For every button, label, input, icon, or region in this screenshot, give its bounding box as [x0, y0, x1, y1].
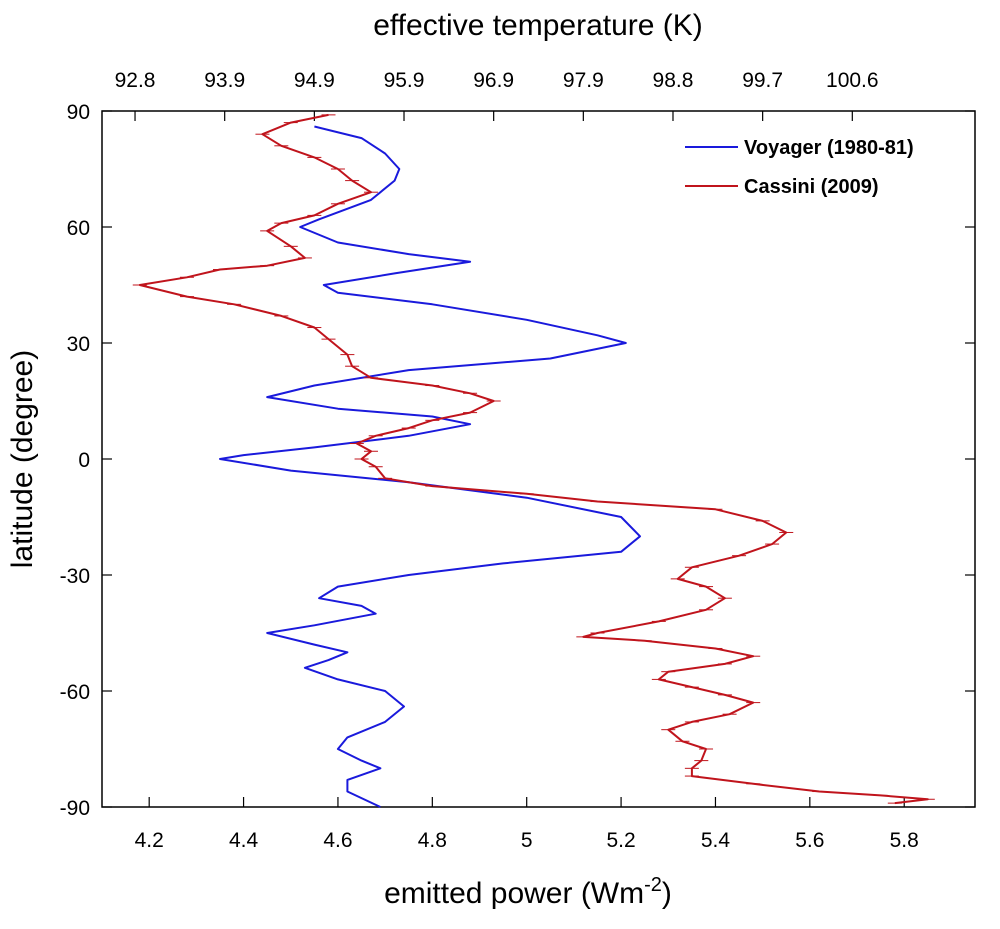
x-tick-label-bottom: 5.2: [606, 829, 635, 852]
y-tick-label: -90: [60, 797, 90, 820]
x-tick-label-bottom: 5: [521, 829, 533, 852]
legend: Voyager (1980-81) Cassini (2009): [685, 137, 914, 198]
x-tick-label-top: 98.8: [653, 69, 694, 92]
y-tick-label: 0: [78, 449, 90, 472]
legend-label-voyager: Voyager (1980-81): [744, 137, 914, 159]
x-tick-label-bottom: 5.8: [890, 829, 919, 852]
x-tick-label-top: 95.9: [384, 69, 425, 92]
y-tick-label: 60: [67, 217, 90, 240]
x-tick-label-top: 93.9: [204, 69, 245, 92]
x-tick-label-top: 92.8: [115, 69, 156, 92]
x-tick-label-bottom: 4.8: [418, 829, 447, 852]
series-line-voyager: [219, 125, 641, 808]
series-line-cassini: [138, 113, 929, 805]
x-tick-label-top: 97.9: [563, 69, 604, 92]
x-tick-label-bottom: 5.6: [795, 829, 824, 852]
x-tick-label-top: 100.6: [826, 69, 879, 92]
ticks: [102, 110, 975, 808]
x-tick-label-bottom: 4.2: [135, 829, 164, 852]
y-axis-title: latitude (degree): [6, 350, 39, 568]
x-axis-title-bottom-main: emitted power (Wm: [384, 877, 644, 910]
x-tick-label-bottom: 5.4: [701, 829, 731, 852]
x-tick-label-bottom: 4.6: [323, 829, 352, 852]
x-tick-label-top: 99.7: [742, 69, 783, 92]
x-axis-title-bottom-sup: -2: [644, 874, 662, 896]
tick-labels: 4.2 4.4 4.6 4.8 5 5.2 5.4 5.6 5.8 92.8 93.9 94.9 95.…: [60, 69, 919, 852]
y-tick-label: 90: [67, 101, 90, 124]
x-axis-title-bottom-suffix: ): [662, 877, 672, 910]
x-axis-title-bottom: emitted power (Wm-2): [384, 874, 672, 910]
y-tick-label: -60: [60, 681, 90, 704]
x-axis-title-top: effective temperature (K): [373, 9, 703, 42]
x-tick-label-top: 96.9: [473, 69, 514, 92]
y-tick-label: 30: [67, 333, 90, 356]
series-lines: [132, 113, 935, 808]
plot-frame: [101, 110, 976, 808]
x-tick-label-bottom: 4.4: [229, 829, 259, 852]
y-tick-label: -30: [60, 565, 90, 588]
legend-label-cassini: Cassini (2009): [744, 176, 879, 198]
x-tick-label-top: 94.9: [294, 69, 335, 92]
